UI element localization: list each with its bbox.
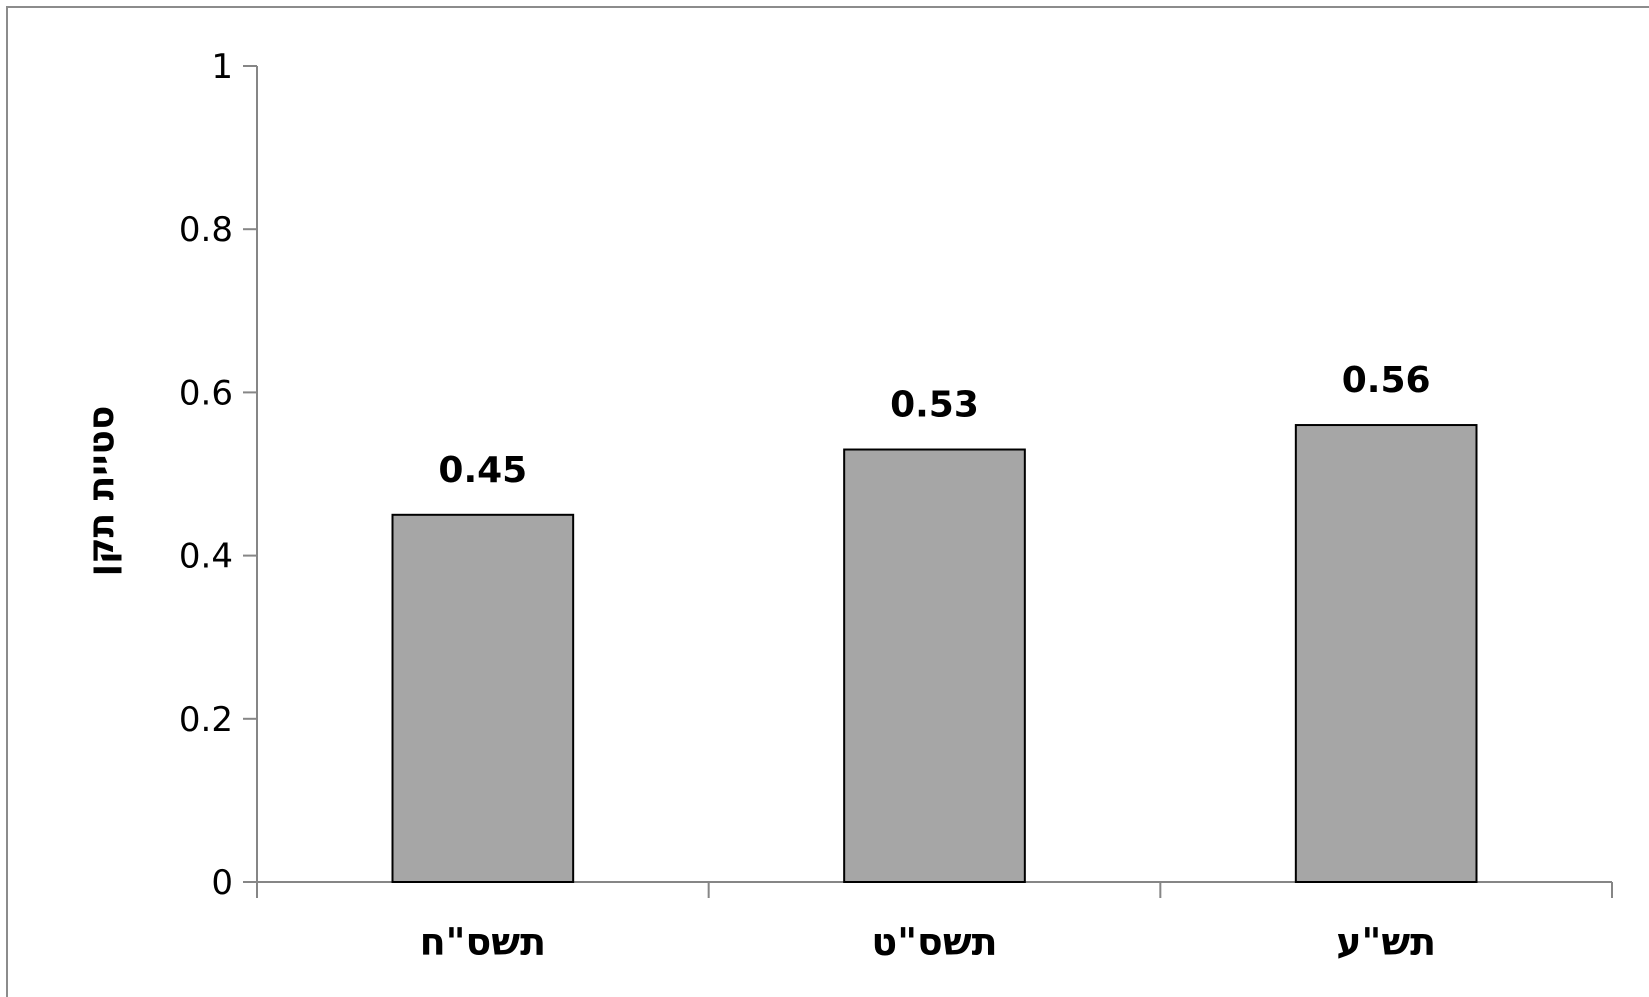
y-axis-title: סטיית תקן — [81, 406, 122, 577]
bar — [843, 448, 1026, 883]
y-tick-label: 1 — [211, 47, 233, 87]
x-axis: תשס"ח תשס"ט תש"ע — [256, 881, 1613, 964]
category-label: תשס"ח — [420, 920, 547, 964]
y-axis: 0 0.2 0.4 0.6 0.8 1 — [179, 47, 258, 903]
y-tick-label: 0.8 — [179, 210, 233, 250]
bars — [391, 424, 1478, 883]
bar — [1294, 424, 1478, 883]
data-labels: 0.45 0.53 0.56 — [438, 360, 1430, 491]
y-tick-label: 0 — [211, 863, 233, 903]
y-tick-label: 0.4 — [179, 537, 233, 577]
category-label: תשס"ט — [871, 920, 997, 964]
y-tick-label: 0.2 — [179, 700, 233, 740]
bar-value-label: 0.53 — [890, 385, 979, 426]
y-tick-label: 0.6 — [179, 373, 233, 413]
bar-value-label: 0.45 — [438, 450, 527, 491]
bar — [391, 513, 575, 883]
bar-value-label: 0.56 — [1342, 360, 1431, 401]
category-label: תש"ע — [1336, 920, 1436, 964]
